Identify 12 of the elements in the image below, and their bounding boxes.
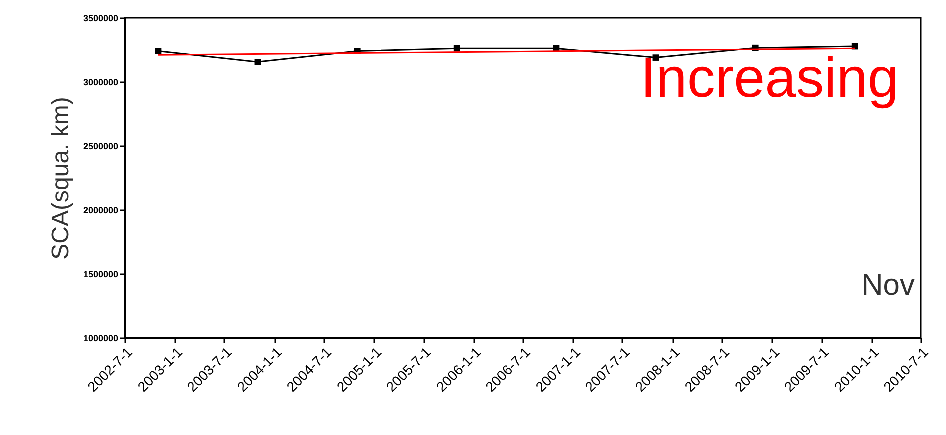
y-tick-label: 3500000 xyxy=(83,14,118,24)
y-tick-label: 1500000 xyxy=(83,270,118,280)
y-tick-label: 3000000 xyxy=(83,78,118,88)
point xyxy=(454,45,460,52)
y-axis-title: SCA(squa. km) xyxy=(47,97,74,260)
annotation: Increasing xyxy=(640,46,899,109)
y-tick-label: 2500000 xyxy=(83,142,118,152)
annotation: Nov xyxy=(862,269,915,302)
point xyxy=(155,48,162,54)
y-tick-label: 2000000 xyxy=(83,206,118,216)
point xyxy=(254,59,262,66)
y-tick-label: 1000000 xyxy=(83,334,118,344)
